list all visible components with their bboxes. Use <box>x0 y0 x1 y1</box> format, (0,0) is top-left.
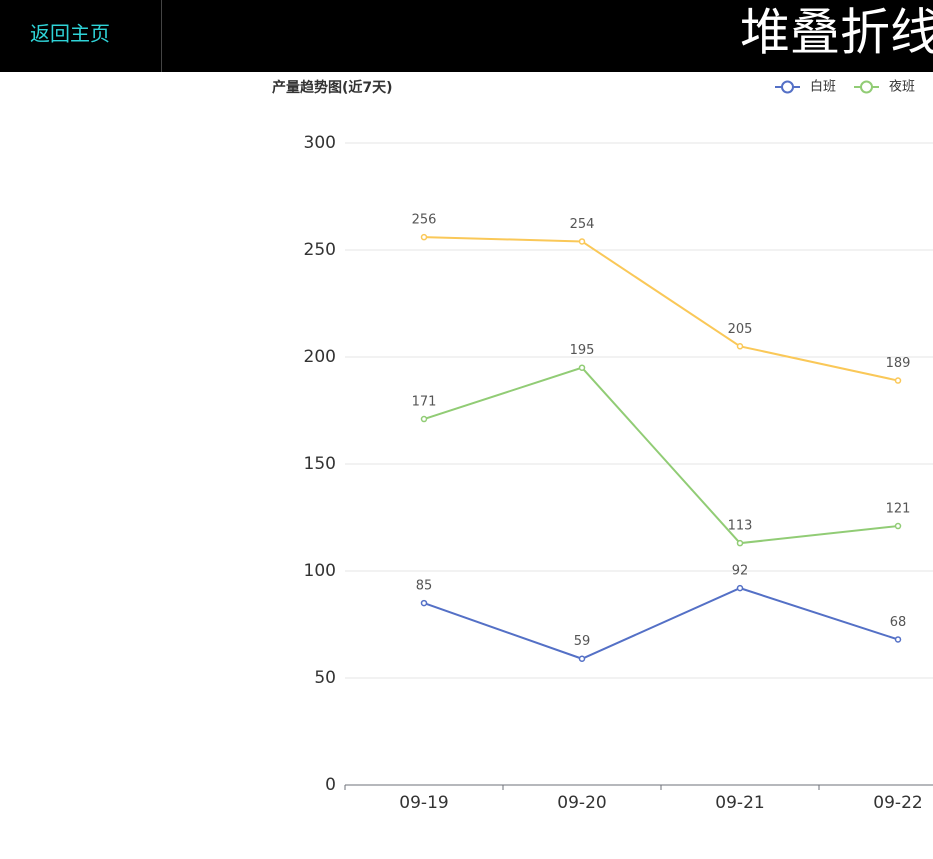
data-label: 254 <box>570 217 595 232</box>
data-point <box>736 584 744 592</box>
x-tick-label: 09-19 <box>399 793 448 813</box>
data-point <box>736 343 744 350</box>
y-tick-label: 300 <box>304 133 336 153</box>
data-point <box>578 238 586 245</box>
data-point <box>894 636 902 643</box>
y-tick-label: 0 <box>325 775 336 795</box>
data-label: 85 <box>416 579 433 594</box>
legend-icon <box>860 80 873 94</box>
data-point <box>578 655 586 662</box>
data-label: 171 <box>412 395 437 410</box>
data-label: 68 <box>890 615 907 630</box>
y-tick-label: 150 <box>304 454 336 474</box>
data-point <box>420 599 428 607</box>
data-point <box>736 539 744 547</box>
page-title: 堆叠折线图 <box>740 4 933 62</box>
data-label: 195 <box>570 343 595 358</box>
legend-icon <box>781 80 794 94</box>
x-tick-label: 09-21 <box>715 793 764 813</box>
y-tick-label: 100 <box>304 561 336 581</box>
series-line <box>423 236 899 382</box>
data-label: 205 <box>728 322 753 337</box>
y-tick-label: 200 <box>304 347 336 367</box>
data-point <box>420 233 428 241</box>
data-label: 189 <box>886 356 911 371</box>
y-tick-label: 50 <box>314 668 336 688</box>
data-point <box>894 522 902 530</box>
legend-label: 白班 <box>810 79 836 95</box>
data-point <box>420 415 428 423</box>
x-tick-label: 09-20 <box>557 793 606 813</box>
data-label: 59 <box>574 634 591 649</box>
back-link[interactable]: 返回主页 <box>30 22 110 46</box>
series-line <box>423 366 899 545</box>
data-point <box>578 364 586 371</box>
x-tick-label: 09-22 <box>873 793 922 813</box>
data-label: 92 <box>732 564 749 579</box>
series-line <box>423 587 899 660</box>
chart-title: 产量趋势图(近7天) <box>272 79 393 96</box>
legend-label: 夜班 <box>889 80 915 95</box>
data-point <box>894 377 902 384</box>
data-label: 113 <box>728 519 753 534</box>
data-label: 121 <box>886 502 911 517</box>
data-label: 256 <box>412 213 437 228</box>
header-bar <box>0 0 933 72</box>
y-tick-label: 250 <box>304 240 336 260</box>
